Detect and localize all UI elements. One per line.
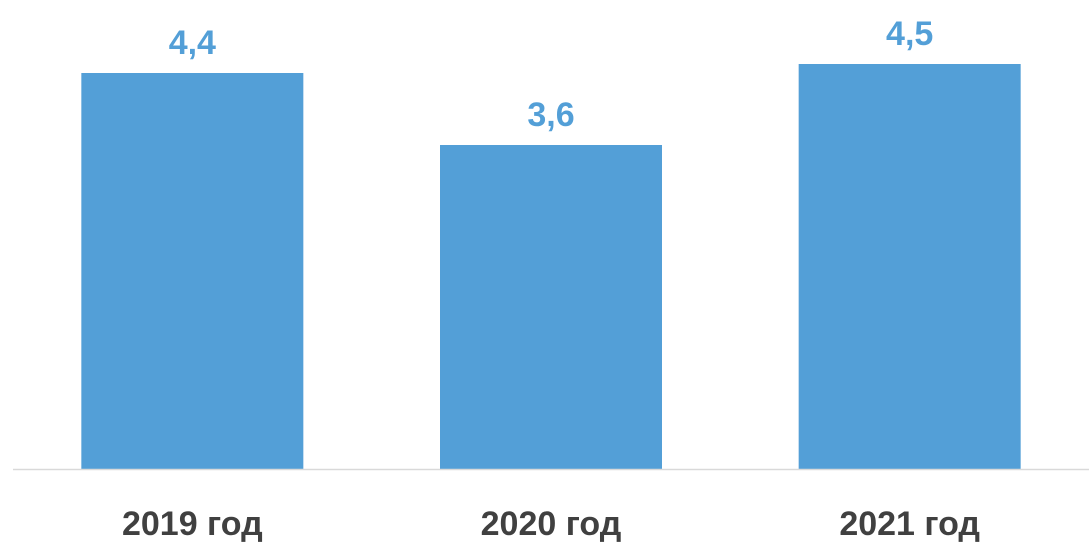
value-label-2: 3,6 (527, 96, 574, 134)
x-tick-label-2: 2020 год (481, 505, 622, 543)
x-tick-label-3: 2021 год (839, 505, 980, 543)
x-tick-label-1: 2019 год (122, 505, 263, 543)
bar-1 (81, 73, 304, 469)
value-label-1: 4,4 (169, 24, 216, 62)
bars-group (81, 64, 1021, 469)
x-tick-labels-group: 2019 год 2020 год 2021 год (122, 505, 980, 543)
value-label-3: 4,5 (886, 15, 933, 53)
bar-2 (440, 145, 662, 469)
value-labels-group: 4,4 3,6 4,5 (169, 15, 934, 134)
bar-3 (798, 64, 1021, 469)
